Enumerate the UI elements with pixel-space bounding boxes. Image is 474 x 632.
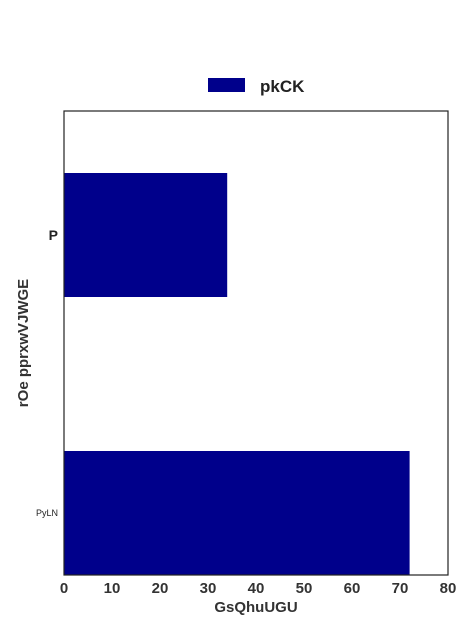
x-tick-label-70: 70 — [392, 580, 409, 597]
x-tick-label-50: 50 — [296, 580, 313, 597]
x-tick-label-0: 0 — [60, 580, 68, 597]
x-tick-label-60: 60 — [344, 580, 361, 597]
legend-label-pkck: pkCK — [260, 77, 305, 96]
bar-p — [64, 173, 228, 297]
x-tick-labels: 0 10 20 30 40 50 60 70 80 — [60, 580, 457, 597]
x-tick-label-10: 10 — [104, 580, 121, 597]
legend-swatch-pkck — [208, 78, 245, 92]
bar-pyln — [64, 451, 410, 575]
plot-frame — [63, 110, 449, 576]
y-tick-label-p: P — [49, 227, 58, 243]
x-tick-label-20: 20 — [152, 580, 169, 597]
bars-group — [64, 173, 410, 575]
x-tick-label-30: 30 — [200, 580, 217, 597]
x-tick-label-80: 80 — [440, 580, 457, 597]
y-axis-label: rOe pprxwVJWGE — [15, 279, 32, 407]
y-category-labels: PyLN P — [36, 227, 58, 518]
x-axis-label: GsQhuUGU — [214, 599, 297, 616]
legend: pkCK — [208, 77, 305, 96]
y-tick-label-pyln: PyLN — [36, 508, 58, 518]
x-tick-label-40: 40 — [248, 580, 265, 597]
